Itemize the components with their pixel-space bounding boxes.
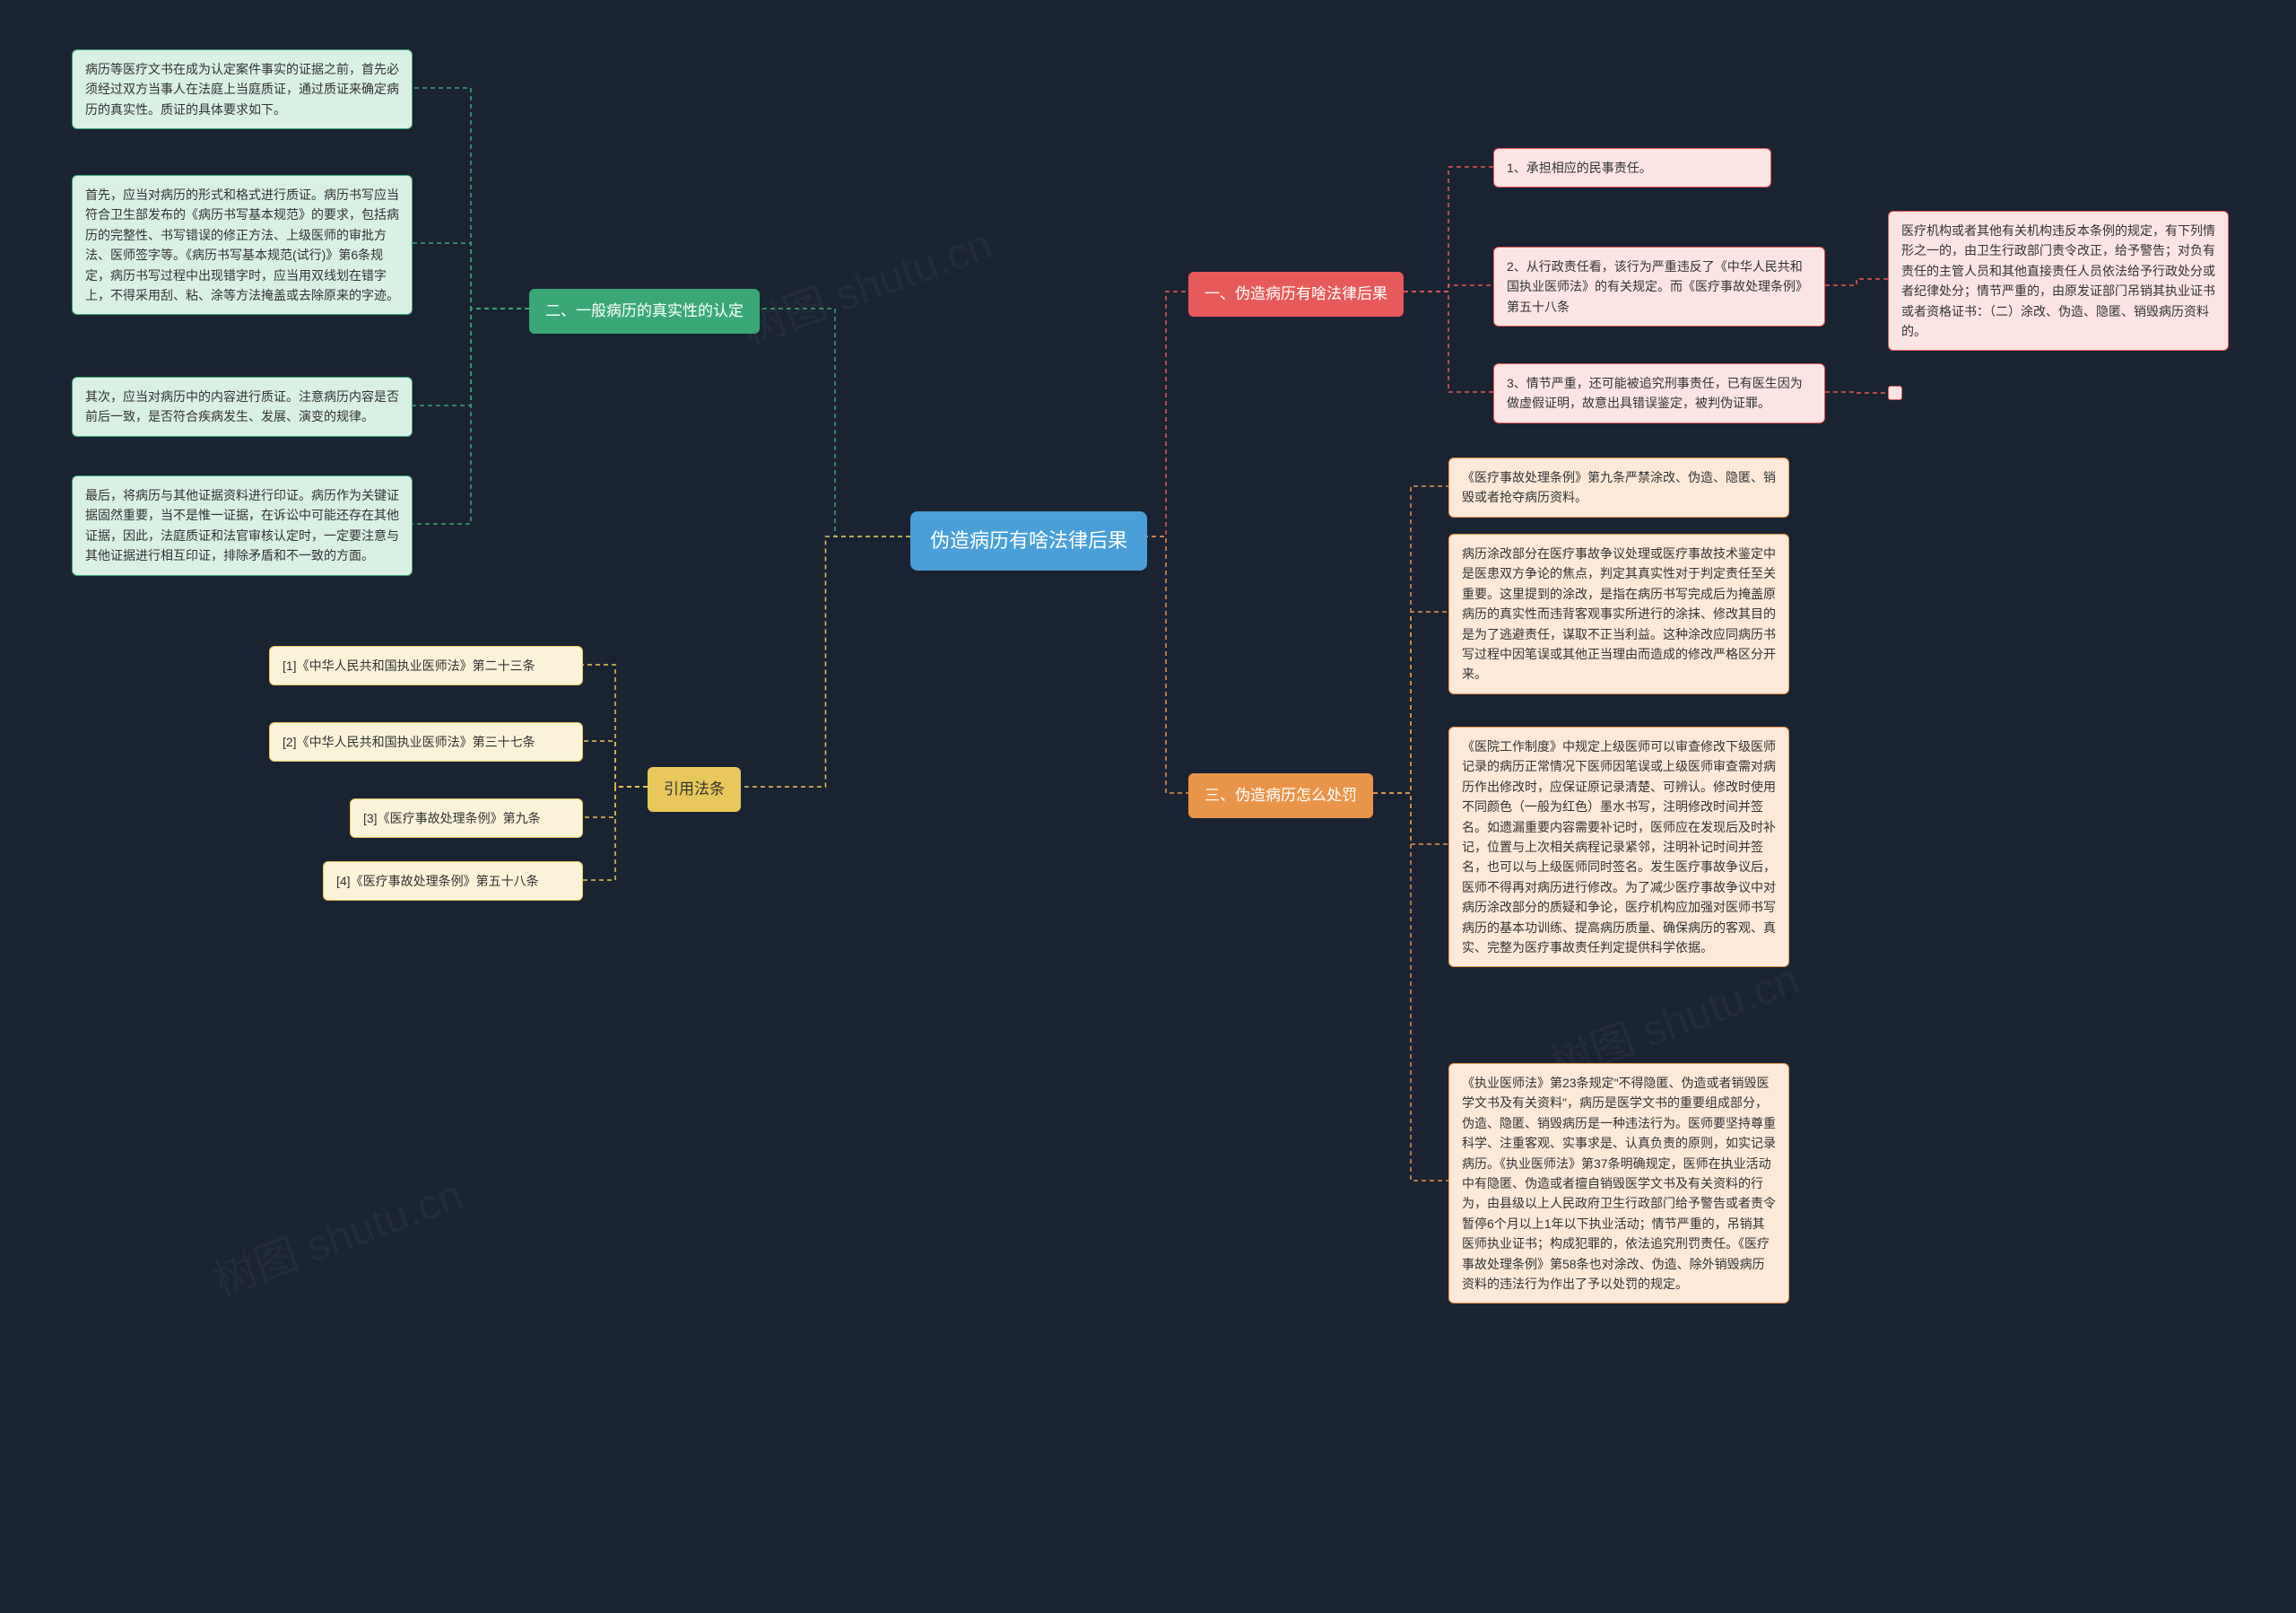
branch-node-b4: 引用法条: [648, 767, 741, 812]
leaf-node: 2、从行政责任看，该行为严重违反了《中华人民共和国执业医师法》的有关规定。而《医…: [1493, 247, 1825, 327]
leaf-node: [4]《医疗事故处理条例》第五十八条: [323, 861, 583, 901]
leaf-node: 首先，应当对病历的形式和格式进行质证。病历书写应当符合卫生部发布的《病历书写基本…: [72, 175, 413, 315]
leaf-node: 《执业医师法》第23条规定"不得隐匿、伪造或者销毁医学文书及有关资料"，病历是医…: [1448, 1063, 1789, 1303]
watermark: 树图 shutu.cn: [204, 1159, 470, 1307]
center-node: 伪造病历有啥法律后果: [910, 511, 1147, 571]
leaf-node: 病历等医疗文书在成为认定案件事实的证据之前，首先必须经过双方当事人在法庭上当庭质…: [72, 49, 413, 129]
branch-node-b2: 二、一般病历的真实性的认定: [529, 289, 760, 334]
leaf-node: 1、承担相应的民事责任。: [1493, 148, 1771, 187]
leaf-node: [1]《中华人民共和国执业医师法》第二十三条: [269, 646, 583, 685]
leaf-node: 其次，应当对病历中的内容进行质证。注意病历内容是否前后一致，是否符合疾病发生、发…: [72, 377, 413, 437]
leaf-node: 病历涂改部分在医疗事故争议处理或医疗事故技术鉴定中是医患双方争论的焦点，判定其真…: [1448, 534, 1789, 694]
watermark: 树图 shutu.cn: [733, 208, 999, 356]
sub-leaf-node: 医疗机构或者其他有关机构违反本条例的规定，有下列情形之一的，由卫生行政部门责令改…: [1888, 211, 2229, 351]
leaf-node: 3、情节严重，还可能被追究刑事责任，已有医生因为做虚假证明，故意出具错误鉴定，被…: [1493, 363, 1825, 423]
leaf-node: 最后，将病历与其他证据资料进行印证。病历作为关键证据固然重要，当不是惟一证据，在…: [72, 475, 413, 576]
sub-empty-node: [1888, 386, 1902, 400]
branch-node-b3: 三、伪造病历怎么处罚: [1188, 773, 1373, 818]
leaf-node: 《医院工作制度》中规定上级医师可以审查修改下级医师记录的病历正常情况下医师因笔误…: [1448, 727, 1789, 967]
leaf-node: [3]《医疗事故处理条例》第九条: [350, 798, 583, 838]
leaf-node: 《医疗事故处理条例》第九条严禁涂改、伪造、隐匿、销毁或者抢夺病历资料。: [1448, 458, 1789, 518]
leaf-node: [2]《中华人民共和国执业医师法》第三十七条: [269, 722, 583, 762]
branch-node-b1: 一、伪造病历有啥法律后果: [1188, 272, 1404, 317]
